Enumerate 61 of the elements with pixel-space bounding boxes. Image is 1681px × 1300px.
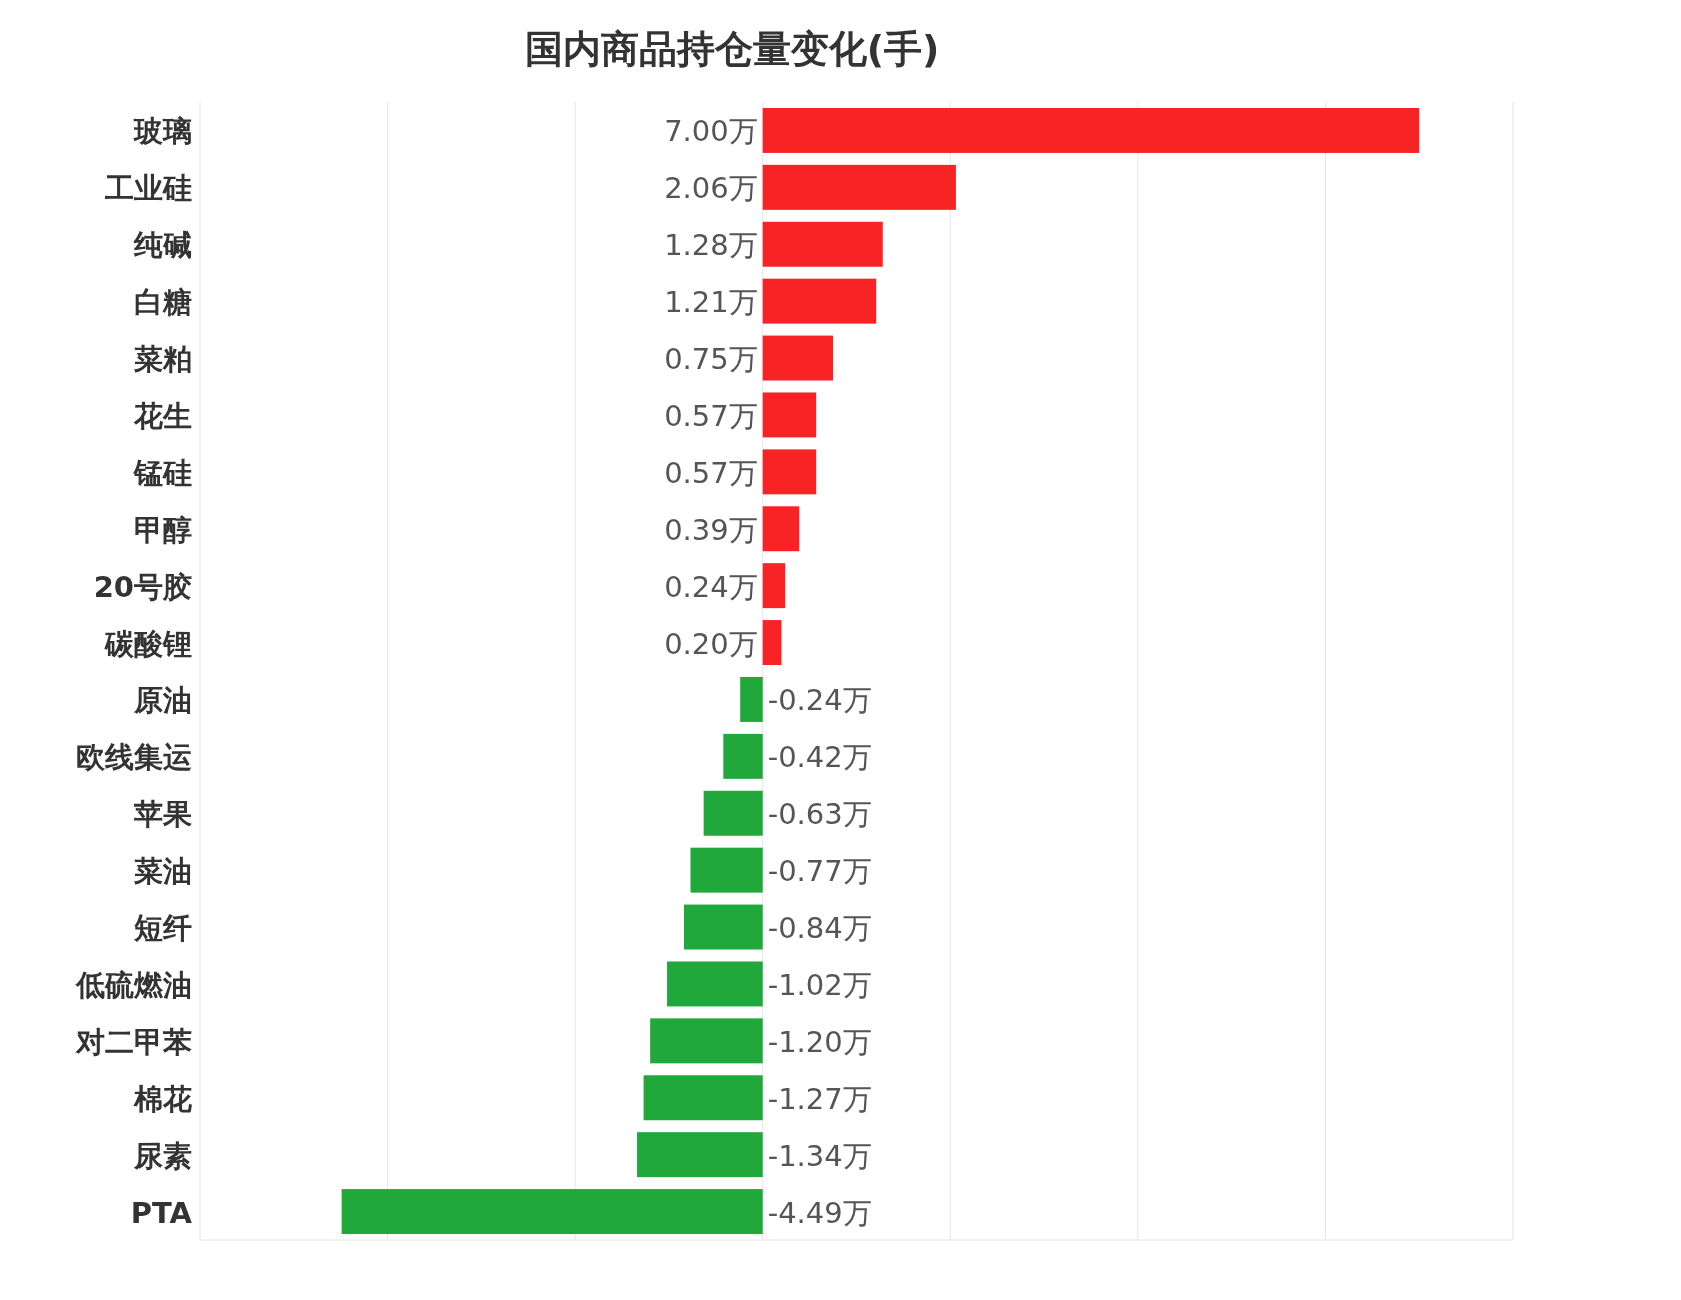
data-label: 2.06万 [664,171,758,206]
data-label: -4.49万 [767,1195,872,1230]
y-tick-label: 锰硅 [133,455,192,490]
bar [667,961,763,1007]
data-label: 1.21万 [664,285,758,320]
data-label: 0.24万 [664,569,758,604]
bar [762,164,956,210]
data-label: -0.84万 [767,911,872,946]
y-tick-label: 低硫燃油 [75,967,192,1002]
data-label: -0.63万 [767,797,872,832]
y-tick-label: 对二甲苯 [75,1024,192,1059]
data-label: -1.20万 [767,1024,872,1059]
data-label: 0.20万 [664,626,758,661]
data-label: 0.57万 [664,398,758,433]
bar [762,335,834,381]
bar [762,107,1420,153]
y-tick-label: 短纤 [133,911,192,946]
bar [690,847,763,893]
y-tick-label: 菜粕 [133,342,192,377]
bar [762,449,817,495]
data-label: 0.39万 [664,512,758,547]
bar [723,733,763,779]
data-label: 0.57万 [664,455,758,490]
data-label: 7.00万 [664,114,758,149]
data-label: 1.28万 [664,228,758,263]
bar [762,563,786,609]
data-label: -0.42万 [767,740,872,775]
data-label: -0.77万 [767,854,872,889]
y-tick-label: 纯碱 [133,228,192,263]
y-tick-label: 20号胶 [93,569,192,604]
bar [762,221,883,267]
y-tick-label: 甲醇 [134,512,192,547]
data-label: -0.24万 [767,683,872,718]
y-tick-label: 碳酸锂 [104,626,192,661]
y-tick-label: 苹果 [133,797,192,832]
y-tick-label: 玻璃 [133,114,192,149]
bar [762,620,782,666]
y-tick-label: 原油 [133,683,192,718]
bar [703,790,763,836]
y-tick-label: 欧线集运 [76,740,192,775]
data-label: -1.34万 [767,1138,872,1173]
y-tick-label: 白糖 [134,285,192,320]
y-tick-label: 工业硅 [104,171,192,206]
y-tick-label: 菜油 [133,854,192,889]
y-tick-label: 花生 [133,398,192,433]
bar [762,278,877,324]
bar [637,1132,763,1178]
y-tick-label: PTA [130,1195,193,1230]
y-tick-label: 尿素 [133,1138,192,1173]
y-tick-label: 棉花 [133,1081,192,1116]
bar [740,676,763,722]
chart-title: 国内商品持仓量变化(手) [524,27,940,71]
bar [341,1189,763,1235]
bar [762,506,800,552]
data-label: 0.75万 [664,342,758,377]
bar [762,392,817,438]
data-label: -1.27万 [767,1081,872,1116]
bar [643,1075,763,1121]
bar [683,904,763,950]
data-label: -1.02万 [767,967,872,1002]
bar [650,1018,763,1064]
